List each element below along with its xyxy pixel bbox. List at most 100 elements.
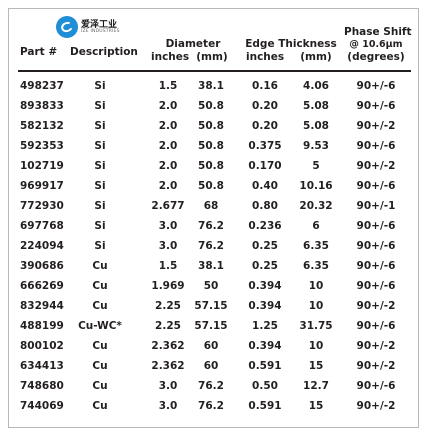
cell-diameter-inches-text: 3.0 (158, 380, 178, 392)
brand-name-en: IZE INDUSTRIES (81, 29, 120, 34)
cell-edge-mm-text: 5.08 (303, 120, 329, 132)
cell-phase-shift-text: 90+/-2 (356, 300, 396, 312)
cell-diameter-inches-text: 3.0 (158, 220, 178, 232)
cell-edge-inches-text: 0.375 (248, 140, 282, 152)
cell-diameter-inches-text: 1.5 (158, 80, 178, 92)
cell-part-number: 969917 (20, 179, 64, 193)
cell-description-text: Si (94, 200, 106, 212)
header-edge-thickness: Edge Thickness (245, 38, 337, 50)
cell-part-number-text: 102719 (20, 160, 64, 172)
cell-description-text: Cu (92, 260, 108, 272)
cell-phase-shift-text: 90+/-2 (356, 400, 396, 412)
table-row: 748680 Cu 3.0 76.2 0.50 12.7 90+/-6 (0, 376, 429, 396)
cell-description-text: Si (94, 180, 106, 192)
header-diameter: Diameter (165, 38, 221, 50)
cell-diameter-inches-text: 2.362 (151, 340, 185, 352)
cell-edge-inches-text: 0.394 (248, 280, 282, 292)
cell-edge-mm-text: 31.75 (299, 320, 333, 332)
cell-phase-shift-text: 90+/-6 (356, 280, 396, 292)
cell-edge-mm-text: 10 (308, 340, 324, 352)
header-part: Part # (20, 46, 58, 58)
header-edge-inches: inches (246, 51, 285, 63)
table-row: 224094 Si 3.0 76.2 0.25 6.35 90+/-6 (0, 236, 429, 256)
cell-part-number: 748680 (20, 379, 64, 393)
cell-description-text: Cu-WC* (78, 320, 122, 332)
cell-edge-mm-text: 10.16 (299, 180, 333, 192)
cell-diameter-inches-text: 2.25 (155, 300, 181, 312)
cell-diameter-mm-text: 50.8 (198, 120, 224, 132)
cell-description-text: Si (94, 220, 106, 232)
header-phase-degrees: (degrees) (347, 51, 405, 63)
cell-part-number-text: 800102 (20, 340, 64, 352)
cell-diameter-inches-text: 3.0 (158, 240, 178, 252)
cell-description-text: Cu (92, 360, 108, 372)
cell-edge-inches-text: 0.394 (248, 340, 282, 352)
table-row: 634413 Cu 2.362 60 0.591 15 90+/-2 (0, 356, 429, 376)
cell-phase-shift-text: 90+/-6 (356, 180, 396, 192)
cell-diameter-inches-text: 2.25 (155, 320, 181, 332)
cell-edge-inches-text: 0.394 (248, 300, 282, 312)
cell-phase-shift-text: 90+/-2 (356, 360, 396, 372)
cell-description-text: Si (94, 160, 106, 172)
header-phase-shift: Phase Shift (344, 26, 412, 38)
cell-part-number: 832944 (20, 299, 64, 313)
cell-description-text: Cu (92, 340, 108, 352)
cell-phase-shift-text: 90+/-6 (356, 260, 396, 272)
cell-phase-shift-text: 90+/-6 (356, 100, 396, 112)
cell-diameter-mm-text: 60 (203, 360, 219, 372)
cell-part-number-text: 832944 (20, 300, 64, 312)
cell-part-number-text: 390686 (20, 260, 64, 272)
cell-part-number: 772930 (20, 199, 64, 213)
table-row: 697768 Si 3.0 76.2 0.236 6 90+/-6 (0, 216, 429, 236)
cell-edge-inches-text: 1.25 (252, 320, 278, 332)
cell-part-number-text: 772930 (20, 200, 64, 212)
cell-diameter-inches-text: 2.362 (151, 360, 185, 372)
cell-description-text: Si (94, 240, 106, 252)
cell-edge-inches-text: 0.25 (252, 240, 278, 252)
cell-diameter-mm-text: 60 (203, 340, 219, 352)
cell-edge-inches-text: 0.591 (248, 400, 282, 412)
cell-part-number: 390686 (20, 259, 64, 273)
cell-edge-inches-text: 0.20 (252, 120, 278, 132)
cell-diameter-inches-text: 2.0 (158, 160, 178, 172)
cell-edge-mm-text: 4.06 (303, 80, 329, 92)
cell-description-text: Cu (92, 400, 108, 412)
cell-description-text: Cu (92, 280, 108, 292)
cell-part-number: 488199 (20, 319, 64, 333)
cell-part-number-text: 498237 (20, 80, 64, 92)
cell-diameter-mm-text: 76.2 (198, 400, 224, 412)
cell-edge-mm-text: 15 (308, 360, 324, 372)
cell-edge-mm-text: 9.53 (303, 140, 329, 152)
cell-edge-inches-text: 0.170 (248, 160, 282, 172)
cell-description-text: Si (94, 100, 106, 112)
cell-diameter-inches-text: 1.5 (158, 260, 178, 272)
cell-diameter-mm-text: 38.1 (198, 260, 224, 272)
cell-part-number: 224094 (20, 239, 64, 253)
cell-phase-shift-text: 90+/-6 (356, 80, 396, 92)
table-row: 390686 Cu 1.5 38.1 0.25 6.35 90+/-6 (0, 256, 429, 276)
cell-diameter-inches-text: 3.0 (158, 400, 178, 412)
cell-part-number: 800102 (20, 339, 64, 353)
cell-part-number-text: 744069 (20, 400, 64, 412)
brand-logo: 爱泽工业 IZE INDUSTRIES (56, 16, 136, 42)
cell-edge-mm-text: 10 (308, 300, 324, 312)
cell-diameter-inches-text: 2.677 (151, 200, 185, 212)
cell-diameter-mm-text: 50 (203, 280, 219, 292)
cell-part-number-text: 582132 (20, 120, 64, 132)
brand-name-cn: 爱泽工业 (81, 20, 118, 30)
cell-part-number-text: 666269 (20, 280, 64, 292)
cell-diameter-inches-text: 2.0 (158, 100, 178, 112)
table-row: 772930 Si 2.677 68 0.80 20.32 90+/-1 (0, 196, 429, 216)
table-row: 832944 Cu 2.25 57.15 0.394 10 90+/-2 (0, 296, 429, 316)
cell-edge-inches-text: 0.591 (248, 360, 282, 372)
table-row: 102719 Si 2.0 50.8 0.170 5 90+/-2 (0, 156, 429, 176)
cell-diameter-mm-text: 57.15 (194, 320, 228, 332)
spec-table (8, 8, 419, 428)
cell-diameter-inches-text: 2.0 (158, 180, 178, 192)
cell-phase-shift-text: 90+/-6 (356, 140, 396, 152)
cell-edge-mm-text: 6 (312, 220, 320, 232)
cell-diameter-mm-text: 76.2 (198, 380, 224, 392)
cell-phase-shift-text: 90+/-2 (356, 340, 396, 352)
cell-description-text: Cu (92, 380, 108, 392)
table-row: 582132 Si 2.0 50.8 0.20 5.08 90+/-2 (0, 116, 429, 136)
